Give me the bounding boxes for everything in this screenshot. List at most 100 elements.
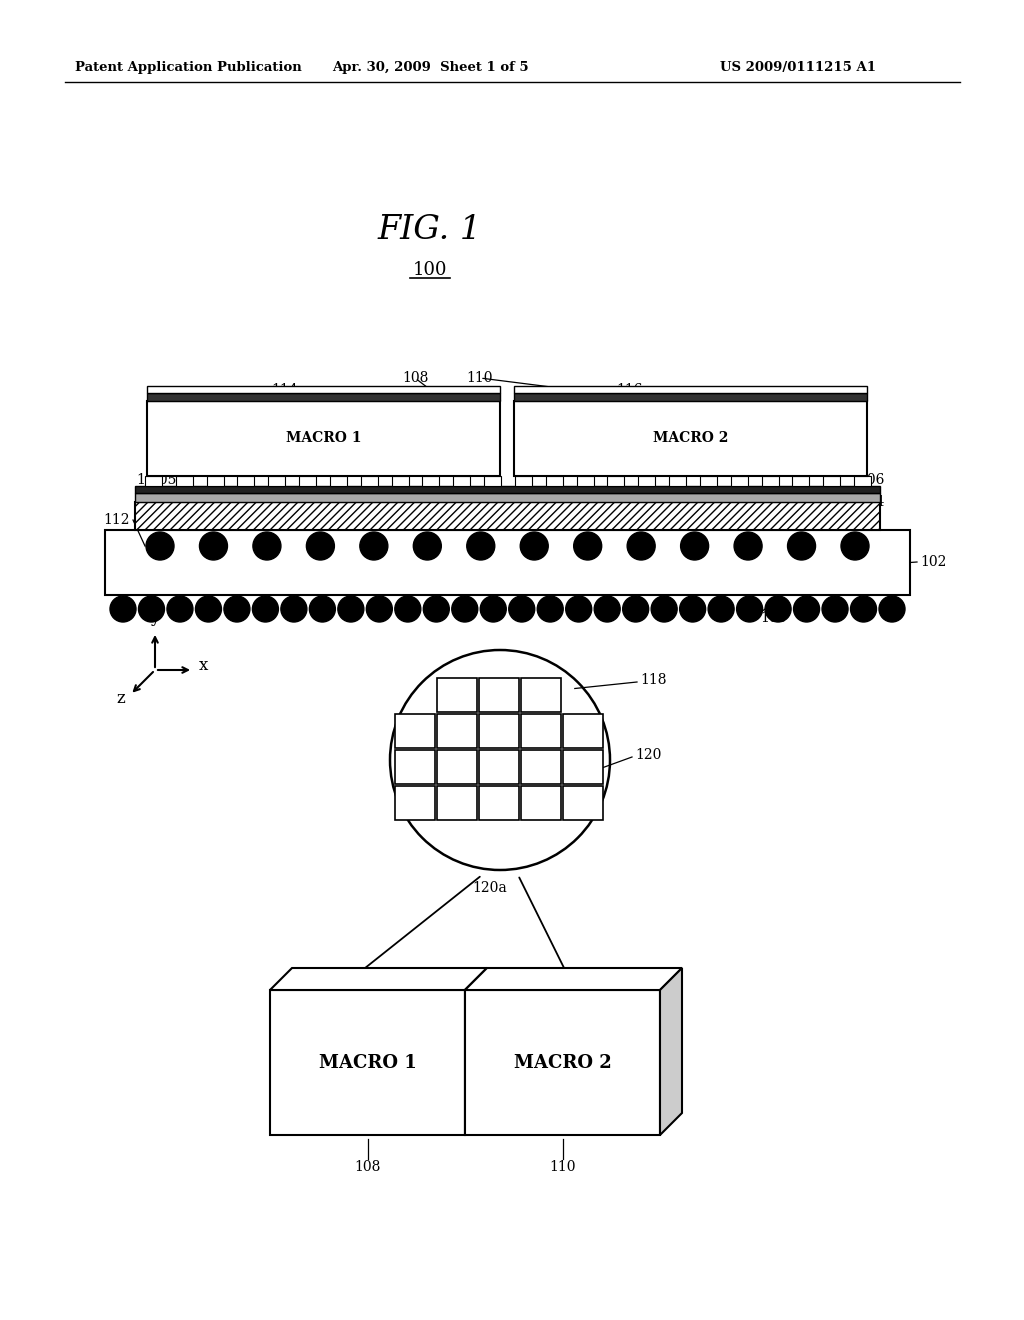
Circle shape	[627, 532, 655, 560]
Circle shape	[794, 597, 819, 622]
Text: Apr. 30, 2009  Sheet 1 of 5: Apr. 30, 2009 Sheet 1 of 5	[332, 62, 528, 74]
Bar	[563, 785, 603, 820]
Bar	[437, 714, 477, 748]
Bar	[669, 477, 686, 486]
Bar	[135, 492, 880, 502]
Text: 108: 108	[401, 371, 428, 385]
Text: 105: 105	[136, 473, 163, 487]
Bar	[514, 401, 867, 477]
Circle shape	[851, 597, 877, 622]
Circle shape	[146, 532, 174, 560]
Text: 110: 110	[467, 371, 494, 385]
Text: 120a: 120a	[473, 880, 507, 895]
Circle shape	[594, 597, 621, 622]
Bar	[360, 477, 378, 486]
Text: x: x	[199, 657, 208, 675]
Circle shape	[879, 597, 905, 622]
Circle shape	[281, 597, 307, 622]
Circle shape	[736, 597, 763, 622]
Polygon shape	[465, 968, 682, 990]
Circle shape	[709, 597, 734, 622]
Bar	[437, 678, 477, 711]
Circle shape	[167, 597, 193, 622]
Bar	[437, 785, 477, 820]
Text: FIG. 1: FIG. 1	[378, 214, 482, 246]
Text: 112: 112	[103, 513, 130, 527]
Bar	[145, 477, 162, 486]
Bar	[638, 477, 655, 486]
Bar	[577, 477, 594, 486]
Bar	[454, 477, 470, 486]
Bar	[563, 750, 603, 784]
Text: 100: 100	[413, 261, 447, 279]
Bar	[731, 477, 748, 486]
Circle shape	[734, 532, 762, 560]
Circle shape	[253, 532, 281, 560]
Text: MACRO 2: MACRO 2	[653, 432, 728, 446]
Circle shape	[309, 597, 336, 622]
Bar	[391, 477, 409, 486]
Text: MACRO 2: MACRO 2	[514, 1053, 611, 1072]
Text: 103: 103	[760, 611, 786, 624]
Bar	[479, 785, 519, 820]
Text: US 2009/0111215 A1: US 2009/0111215 A1	[720, 62, 876, 74]
Bar	[479, 714, 519, 748]
Bar	[147, 393, 500, 401]
Bar	[479, 678, 519, 711]
Polygon shape	[270, 968, 487, 990]
Text: 110: 110	[549, 1160, 575, 1173]
Text: MACRO 1: MACRO 1	[318, 1053, 417, 1072]
Bar	[823, 477, 840, 486]
Bar	[521, 785, 561, 820]
Bar	[793, 477, 809, 486]
Circle shape	[224, 597, 250, 622]
Circle shape	[480, 597, 506, 622]
Circle shape	[395, 597, 421, 622]
Circle shape	[509, 597, 535, 622]
Bar	[135, 486, 880, 492]
Text: 106: 106	[858, 473, 885, 487]
Bar	[299, 477, 316, 486]
Text: 120: 120	[635, 748, 662, 762]
Bar	[762, 477, 778, 486]
Circle shape	[110, 597, 136, 622]
Bar	[607, 477, 625, 486]
Text: z: z	[116, 689, 125, 706]
Bar	[465, 990, 660, 1135]
Text: 116: 116	[616, 383, 643, 397]
Circle shape	[765, 597, 792, 622]
Bar	[521, 714, 561, 748]
Bar	[521, 750, 561, 784]
Bar	[395, 785, 435, 820]
Circle shape	[196, 597, 221, 622]
Bar	[854, 477, 871, 486]
Text: 114: 114	[271, 383, 298, 397]
Text: 102: 102	[920, 554, 946, 569]
Bar	[330, 477, 347, 486]
Bar	[546, 477, 563, 486]
Text: Patent Application Publication: Patent Application Publication	[75, 62, 302, 74]
Bar	[395, 714, 435, 748]
Bar	[563, 714, 603, 748]
Circle shape	[520, 532, 548, 560]
Text: 118: 118	[640, 673, 667, 686]
Bar	[484, 477, 501, 486]
Bar	[135, 502, 880, 531]
Bar	[207, 477, 223, 486]
Text: 104: 104	[858, 495, 885, 510]
Bar	[270, 990, 465, 1135]
Circle shape	[822, 597, 848, 622]
Text: MACRO 1: MACRO 1	[286, 432, 361, 446]
Circle shape	[565, 597, 592, 622]
Circle shape	[467, 532, 495, 560]
Bar	[147, 385, 500, 393]
Text: 105: 105	[150, 473, 176, 487]
Circle shape	[651, 597, 677, 622]
Circle shape	[306, 532, 335, 560]
Circle shape	[359, 532, 388, 560]
Bar	[147, 401, 500, 477]
Text: y: y	[151, 609, 160, 626]
Circle shape	[338, 597, 364, 622]
Bar	[423, 477, 439, 486]
Bar	[268, 477, 286, 486]
